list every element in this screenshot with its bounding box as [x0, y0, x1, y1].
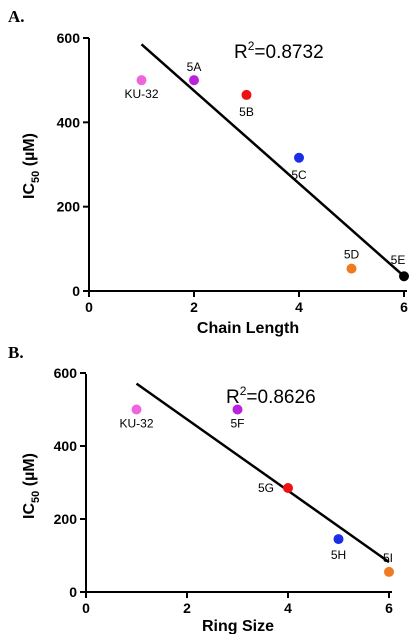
x-tick-label-a: 0 — [85, 299, 93, 315]
point-label-a-5c: 5C — [291, 168, 307, 182]
chart-panel-b: B. 0 200 400 600 0 2 4 6 KU-32 5F 5G 5H 5I R2=0.86… — [8, 343, 394, 634]
data-point-b-5h — [333, 534, 344, 545]
data-point-a-5a — [189, 75, 199, 86]
y-tick-label-a: 400 — [57, 114, 81, 130]
y-axis-title-b: IC50 (µM) — [21, 453, 42, 519]
x-tick-label-b: 4 — [284, 600, 292, 616]
x-tick-label-a: 4 — [295, 299, 303, 315]
point-label-a-5d: 5D — [344, 248, 360, 262]
data-point-a-5c — [294, 152, 304, 163]
data-point-b-5i — [384, 566, 394, 577]
point-label-a-5a: 5A — [187, 60, 202, 74]
point-label-b-5g: 5G — [258, 481, 274, 495]
point-label-b-5i: 5I — [383, 551, 393, 565]
data-point-a-5e — [399, 271, 409, 282]
data-point-b-5f — [232, 404, 243, 415]
panel-letter-b: B. — [8, 343, 24, 362]
data-point-a-5b — [241, 89, 252, 100]
fit-line-a — [140, 43, 405, 278]
x-tick-label-b: 0 — [82, 600, 90, 616]
chart-panel-a: A. 0 200 400 600 0 2 4 6 KU-32 5A 5B 5C 5D 5E R2=0.… — [8, 7, 409, 337]
point-label-a-5e: 5E — [391, 253, 406, 267]
x-tick-label-b: 6 — [385, 600, 393, 616]
fit-line-b — [135, 382, 390, 564]
point-label-b-5f: 5F — [230, 417, 244, 431]
point-label-a-5b: 5B — [239, 105, 254, 119]
point-label-a-ku-32: KU-32 — [124, 87, 158, 101]
x-axis-title-a: Chain Length — [197, 320, 299, 337]
data-point-b-ku-32 — [131, 404, 142, 415]
y-tick-label-a: 600 — [57, 30, 81, 46]
y-tick-label-a: 0 — [72, 283, 80, 299]
r-squared-b: R2=0.8626 — [226, 384, 316, 408]
y-tick-label-b: 400 — [54, 438, 78, 454]
data-point-a-ku-32 — [136, 75, 147, 86]
data-point-a-5d — [346, 263, 357, 274]
x-axis-title-b: Ring Size — [202, 618, 274, 634]
x-tick-label-a: 2 — [190, 299, 198, 315]
r-squared-a: R2=0.8732 — [234, 39, 324, 63]
y-axis-title-a: IC50 (µM) — [21, 133, 42, 199]
panel-letter-a: A. — [8, 7, 25, 26]
y-tick-label-b: 0 — [69, 584, 77, 600]
point-label-b-5h: 5H — [331, 548, 346, 562]
y-tick-label-a: 200 — [57, 199, 81, 215]
x-tick-label-a: 6 — [400, 299, 408, 315]
y-tick-label-b: 200 — [54, 511, 78, 527]
data-point-b-5g — [283, 482, 293, 493]
y-tick-label-b: 600 — [54, 365, 78, 381]
x-tick-label-b: 2 — [183, 600, 191, 616]
point-label-b-ku-32: KU-32 — [119, 417, 153, 431]
